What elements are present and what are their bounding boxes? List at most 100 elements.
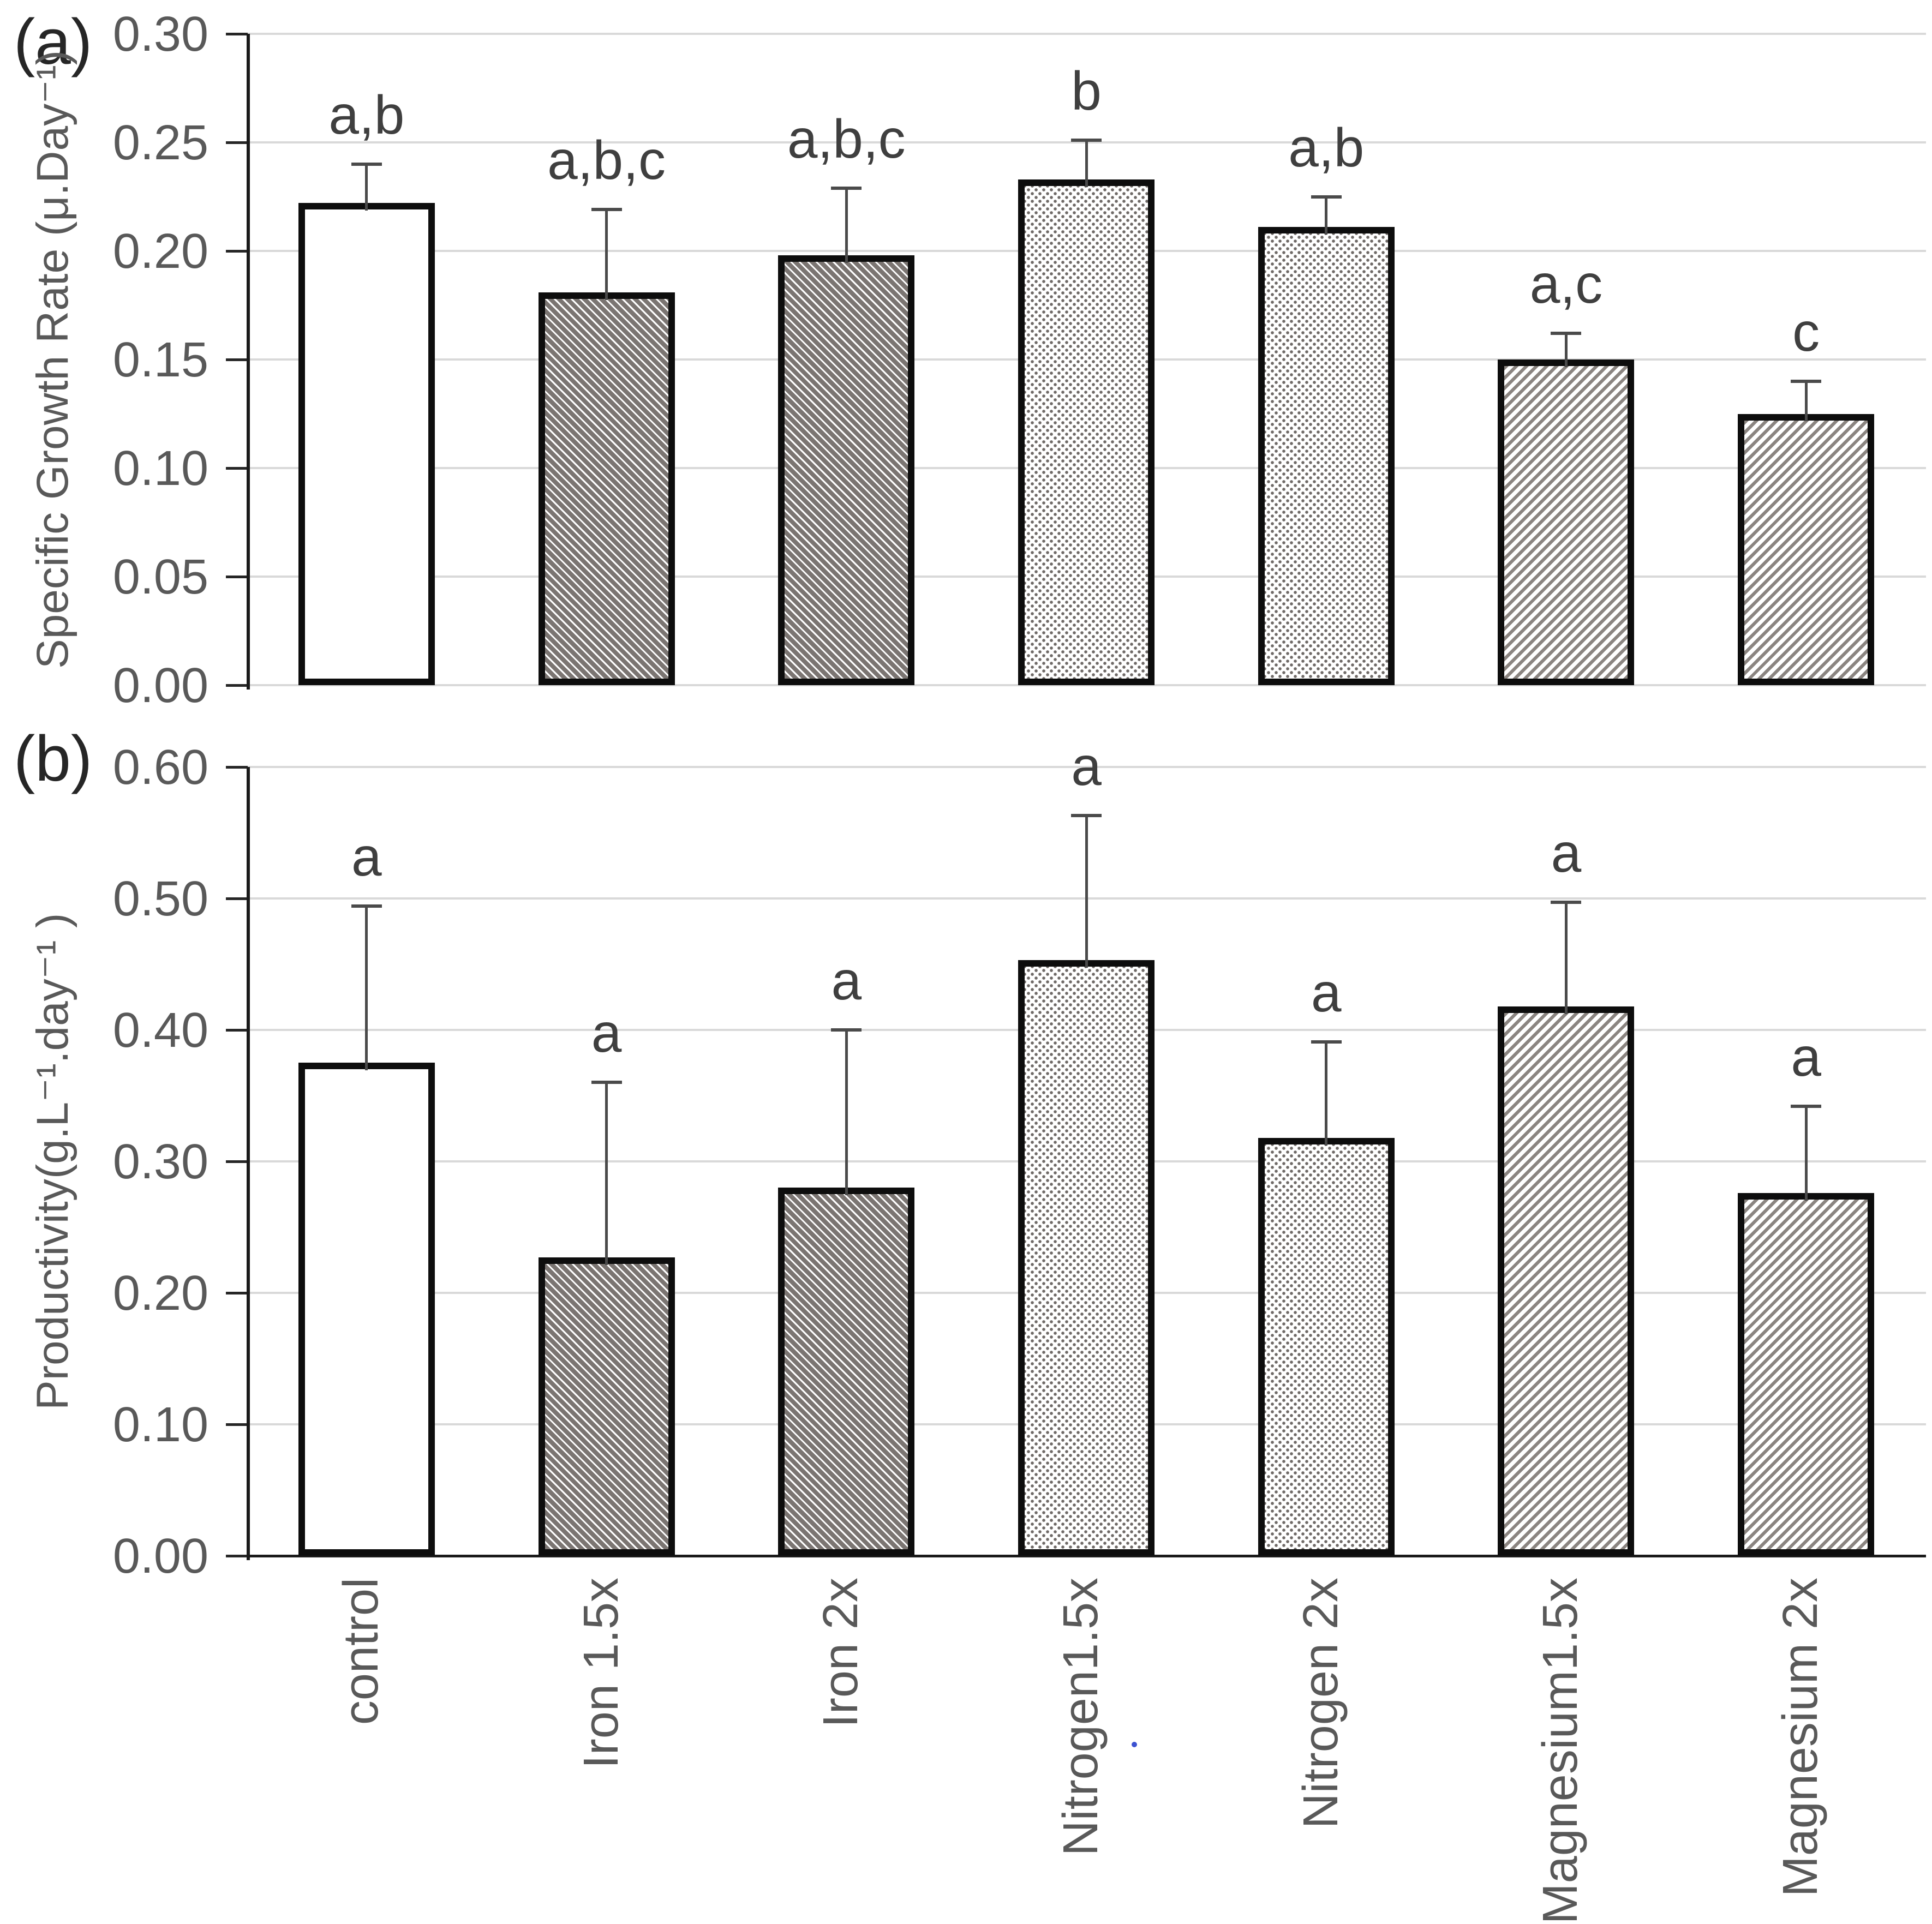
significance-label: a,b [328, 84, 405, 146]
error-bar-cap [1311, 1040, 1342, 1044]
y-tick-mark [226, 684, 248, 687]
x-category-label: Magnesium 2x [1773, 1578, 1828, 1897]
bar-nitrogen1.5x [1018, 960, 1155, 1556]
error-bar-cap [351, 904, 382, 908]
blue-dot-artifact [1132, 1742, 1137, 1747]
y-tick-mark [226, 32, 248, 35]
y-tick-label: 0.15 [112, 333, 208, 387]
bar-control [298, 203, 435, 685]
error-bar-cap [831, 186, 862, 190]
y-gridline [247, 766, 1926, 768]
significance-label: a [591, 1003, 622, 1064]
error-bar-cap [1071, 139, 1102, 142]
bar-nitrogen1.5x [1018, 179, 1155, 685]
significance-label: a [1311, 962, 1342, 1023]
y-tick-label: 0.25 [112, 116, 208, 170]
error-bar [605, 1082, 608, 1265]
x-category-label: Iron 2x [814, 1578, 869, 1728]
significance-label: a,b,c [787, 108, 906, 170]
error-bar-cap [591, 208, 622, 212]
error-bar-cap [1071, 814, 1102, 818]
significance-label: b [1071, 61, 1102, 122]
error-bar [1085, 140, 1088, 187]
error-bar [365, 906, 368, 1071]
y-tick-label: 0.20 [112, 1266, 208, 1321]
y-tick-mark [226, 141, 248, 144]
y-tick-label: 0.60 [112, 740, 208, 795]
panel-a-letter: (a) [14, 6, 93, 78]
error-bar-cap [1791, 1104, 1822, 1108]
bar-iron-1.5x [538, 1257, 675, 1556]
bar-magnesium-2x [1738, 1192, 1875, 1556]
error-bar-cap [591, 1081, 622, 1084]
y-tick-mark [226, 1028, 248, 1032]
error-bar [1085, 816, 1088, 968]
error-bar [845, 188, 848, 263]
y-tick-label: 0.00 [112, 1529, 208, 1584]
y-tick-mark [226, 1554, 248, 1557]
bar-iron-1.5x [538, 292, 675, 685]
y-tick-label: 0.30 [112, 1135, 208, 1189]
bar-magnesium1.5x [1498, 1006, 1635, 1556]
error-bar-cap [351, 162, 382, 166]
bar-iron-2x [778, 255, 915, 685]
significance-label: a [351, 826, 382, 888]
y-axis-line [247, 34, 250, 690]
significance-label: a [1551, 823, 1582, 884]
y-gridline [247, 33, 1926, 35]
y-axis-line [247, 767, 250, 1560]
significance-label: a [1791, 1026, 1821, 1088]
error-bar [1564, 333, 1568, 367]
y-tick-label: 0.20 [112, 224, 208, 279]
significance-label: a,c [1529, 254, 1603, 315]
x-category-label: Magnesium1.5x [1533, 1578, 1588, 1924]
error-bar [1804, 381, 1808, 422]
bar-iron-2x [778, 1188, 915, 1556]
significance-label: c [1792, 301, 1820, 363]
y-tick-mark [226, 466, 248, 470]
y-tick-mark [226, 1160, 248, 1163]
error-bar [845, 1030, 848, 1196]
y-tick-mark [226, 897, 248, 900]
error-bar [365, 164, 368, 211]
x-category-label: Iron 1.5x [573, 1578, 629, 1769]
significance-label: a,b [1288, 117, 1365, 178]
panel-b-letter: (b) [14, 723, 93, 795]
error-bar-cap [1551, 332, 1582, 335]
y-tick-mark [226, 765, 248, 769]
y-tick-mark [226, 1423, 248, 1426]
y-tick-label: 0.10 [112, 1398, 208, 1452]
bar-control [298, 1063, 435, 1556]
error-bar-cap [1791, 379, 1822, 383]
y-tick-label: 0.05 [112, 550, 208, 604]
y-tick-mark [226, 358, 248, 361]
x-category-label: Nitrogen1.5x [1054, 1578, 1108, 1856]
y-tick-label: 0.40 [112, 1003, 208, 1058]
error-bar [1564, 902, 1568, 1014]
error-bar-cap [1311, 195, 1342, 199]
x-axis-line [247, 1555, 1926, 1557]
bar-magnesium1.5x [1498, 359, 1635, 685]
error-bar [1325, 196, 1328, 235]
significance-label: a [1071, 736, 1102, 798]
y-tick-label: 0.10 [112, 441, 208, 496]
y-tick-mark [226, 249, 248, 253]
error-bar [1804, 1106, 1808, 1201]
y-tick-mark [226, 575, 248, 578]
bar-nitrogen-2x [1258, 1137, 1395, 1556]
y-tick-label: 0.50 [112, 872, 208, 926]
bar-magnesium-2x [1738, 413, 1875, 685]
error-bar-cap [1551, 901, 1582, 904]
x-category-label: Nitrogen 2x [1293, 1578, 1348, 1829]
x-category-label: control [333, 1578, 388, 1725]
bar-nitrogen-2x [1258, 227, 1395, 685]
error-bar [605, 209, 608, 300]
y-tick-label: 0.00 [112, 658, 208, 713]
y-gridline [247, 684, 1926, 686]
error-bar [1325, 1041, 1328, 1146]
significance-label: a [831, 950, 862, 1011]
y-tick-label: 0.30 [112, 7, 208, 62]
error-bar-cap [831, 1028, 862, 1032]
significance-label: a,b,c [547, 130, 666, 191]
